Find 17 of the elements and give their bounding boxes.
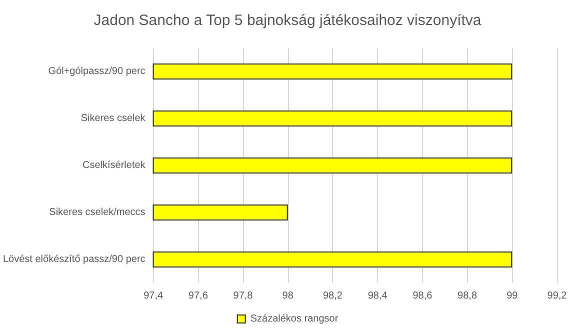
- y-tick-label: Sikeres cselek: [80, 113, 146, 124]
- x-tick-label: 98,8: [458, 290, 478, 302]
- x-tick-label: 97,4: [144, 290, 164, 302]
- x-tick-label: 98,4: [368, 290, 388, 302]
- x-tick-label: 98: [282, 290, 294, 302]
- x-tick-label: 99: [506, 290, 518, 302]
- x-tick-label: 99,2: [547, 290, 568, 302]
- x-tick-label: 97,8: [233, 290, 254, 302]
- x-tick-label: 98,2: [322, 290, 343, 302]
- y-tick-label: Gól+gólpassz/90 perc: [48, 66, 146, 77]
- x-tick-label: 97,6: [188, 290, 208, 302]
- legend-label: Százalékos rangsor: [250, 314, 339, 324]
- chart-title: Jadon Sancho a Top 5 bajnokság játékosaihoz viszonyítva: [94, 12, 482, 29]
- y-tick-label: Sikeres cselek/meccs: [49, 207, 146, 218]
- y-tick-label: Cselkísérletek: [82, 160, 146, 171]
- x-tick-label: 98,6: [412, 290, 433, 302]
- y-tick-label: Lövést előkészítő passz/90 perc: [2, 254, 146, 265]
